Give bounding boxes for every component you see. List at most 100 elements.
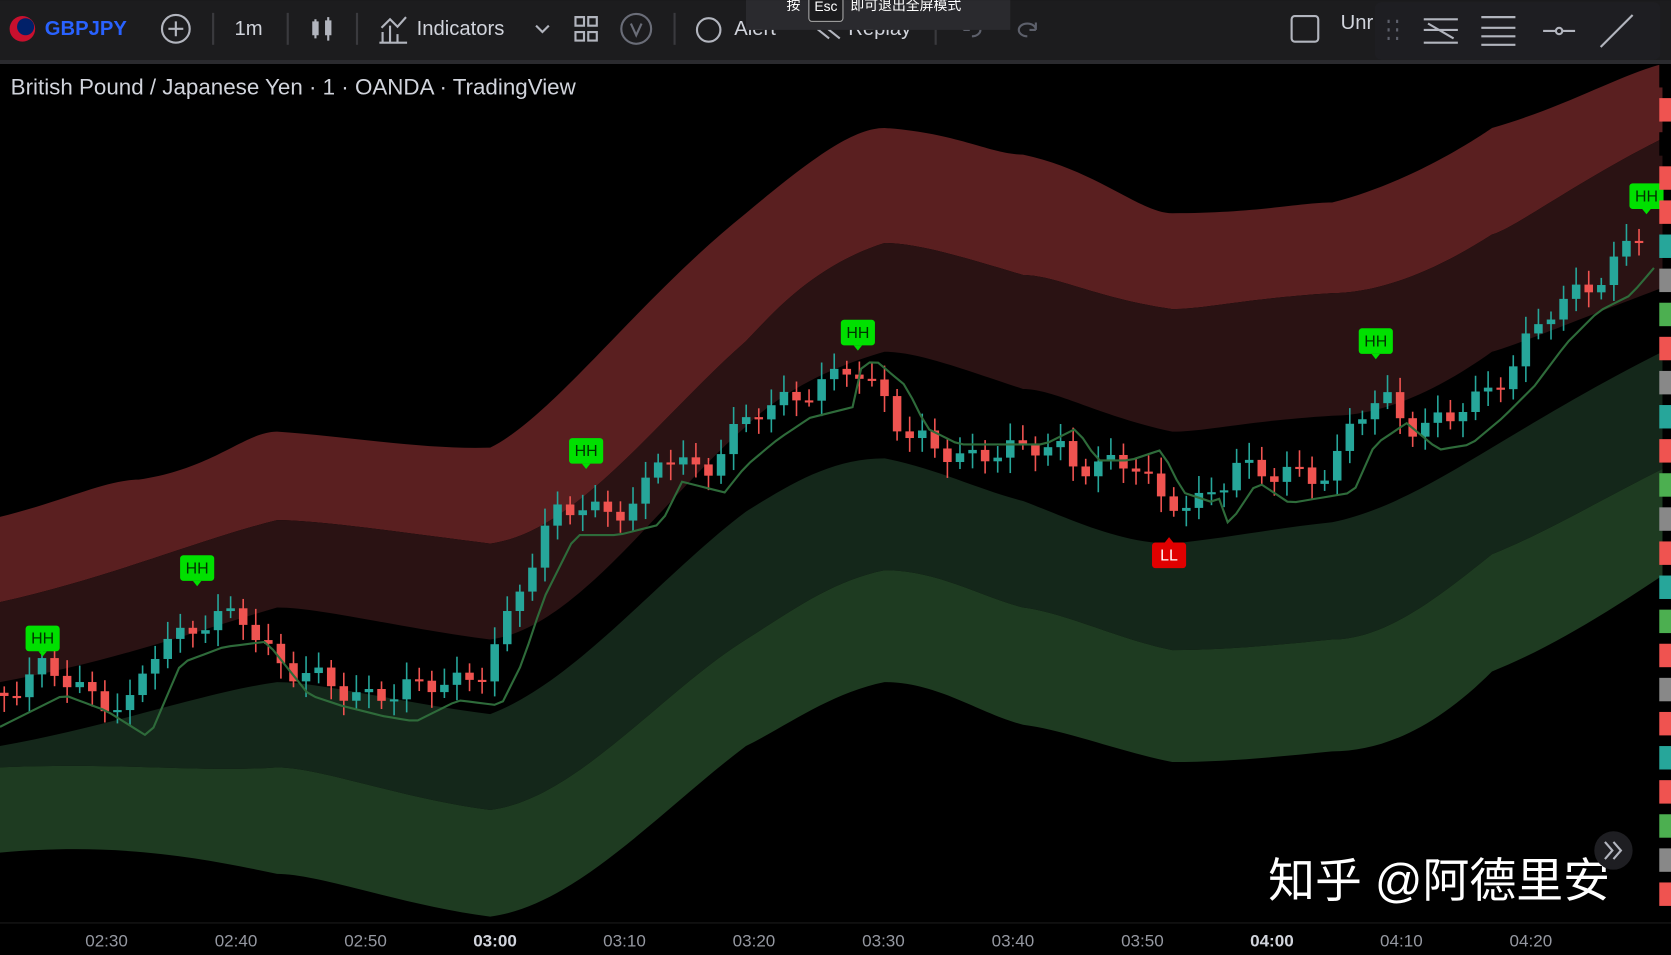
candle-body bbox=[402, 679, 411, 700]
moving-average bbox=[0, 267, 1655, 737]
fib-levels-tool[interactable] bbox=[1481, 16, 1516, 46]
pivot-marker-label: HH bbox=[31, 631, 54, 648]
candle-body bbox=[452, 672, 462, 685]
candle-body bbox=[377, 689, 386, 701]
strip-cell bbox=[1659, 166, 1671, 190]
candle-body bbox=[289, 663, 298, 682]
pivot-marker-label: HH bbox=[846, 325, 869, 342]
chart-type-icon[interactable] bbox=[312, 17, 332, 41]
pivot-marker-box bbox=[840, 319, 875, 346]
strip-cell bbox=[1659, 268, 1671, 293]
candle-body bbox=[1483, 387, 1493, 392]
candle-body bbox=[1232, 462, 1241, 491]
candle-body bbox=[603, 501, 613, 512]
pivot-marker-box bbox=[1358, 328, 1393, 354]
strip-cell bbox=[1659, 575, 1671, 599]
candle-body bbox=[1270, 476, 1279, 482]
candle-body bbox=[1332, 450, 1342, 481]
candle-body bbox=[1094, 461, 1103, 477]
candle-body bbox=[729, 424, 738, 455]
candle-body bbox=[1169, 496, 1179, 511]
candle-body bbox=[113, 710, 122, 713]
templates-icon-v bbox=[629, 23, 643, 38]
candle-body bbox=[50, 658, 59, 676]
strip-cell bbox=[1659, 746, 1671, 770]
redo-icon[interactable] bbox=[1017, 22, 1037, 38]
candle-body bbox=[829, 368, 839, 380]
pivot-marker-pointer bbox=[1642, 208, 1651, 215]
pivot-marker-pointer bbox=[192, 580, 202, 587]
trend-line-tool[interactable] bbox=[1599, 14, 1634, 48]
time-label: 02:30 bbox=[85, 932, 128, 951]
esc-message: 即可退出全屏模式 bbox=[850, 0, 961, 13]
candle-body bbox=[1370, 403, 1380, 420]
candle-body bbox=[301, 673, 311, 682]
candle-body bbox=[1307, 467, 1317, 484]
esc-key-box bbox=[808, 0, 844, 22]
candle-body bbox=[12, 695, 22, 699]
candle-body bbox=[842, 368, 852, 375]
candle-body bbox=[1496, 387, 1505, 390]
candle-body bbox=[955, 453, 965, 463]
add-symbol-icon[interactable] bbox=[160, 13, 191, 44]
candle-body bbox=[792, 391, 801, 401]
templates-icon[interactable] bbox=[620, 12, 653, 45]
time-label: 02:50 bbox=[344, 932, 387, 951]
candle-body bbox=[1194, 492, 1204, 508]
strip-cell bbox=[1659, 507, 1671, 531]
candle-body bbox=[993, 457, 1002, 462]
candle-body bbox=[251, 624, 261, 641]
candle-body bbox=[980, 449, 990, 462]
candle-body bbox=[25, 674, 34, 698]
time-label: 03:00 bbox=[473, 932, 517, 951]
time-label: 03:20 bbox=[733, 932, 776, 951]
symbol[interactable]: GBPJPY bbox=[45, 18, 128, 40]
candle-body bbox=[1559, 298, 1568, 320]
candle-body bbox=[1156, 473, 1166, 497]
candle-body bbox=[1031, 443, 1040, 456]
candle-body bbox=[201, 630, 210, 634]
candle-body bbox=[1244, 459, 1254, 463]
candle-body bbox=[1622, 240, 1631, 257]
pivot-marker-label: LL bbox=[1160, 548, 1178, 565]
time-label: 03:50 bbox=[1121, 932, 1164, 951]
layout-checkbox[interactable] bbox=[1290, 14, 1320, 43]
time-label: 04:10 bbox=[1380, 932, 1423, 951]
candle-body bbox=[767, 405, 776, 420]
candle-body bbox=[1458, 411, 1468, 422]
candle-body bbox=[276, 643, 286, 664]
candle-body bbox=[1634, 240, 1644, 244]
layouts-icon[interactable] bbox=[574, 16, 598, 42]
lower-band-outer bbox=[0, 468, 1663, 917]
indicators-icon[interactable] bbox=[379, 16, 408, 44]
candle-body bbox=[716, 454, 726, 476]
candle-body bbox=[314, 667, 323, 674]
layout-name[interactable]: Unr bbox=[1341, 12, 1374, 34]
indicators[interactable]: Indicators bbox=[417, 18, 505, 40]
candle-body bbox=[1345, 423, 1355, 451]
pivot-marker-label: HH bbox=[575, 443, 598, 460]
symbol-flag-overlay bbox=[17, 18, 35, 36]
interval[interactable]: 1m bbox=[234, 18, 262, 40]
candle-body bbox=[591, 501, 600, 511]
candle-body bbox=[1144, 471, 1153, 474]
strip-cell bbox=[1659, 848, 1671, 872]
candle-body bbox=[691, 457, 701, 465]
drag-handle[interactable] bbox=[1387, 19, 1399, 41]
esc-press: 按 bbox=[786, 0, 800, 13]
candle-body bbox=[943, 448, 952, 463]
fib-tool[interactable] bbox=[1423, 18, 1458, 44]
candle-body bbox=[465, 672, 474, 680]
alert-icon[interactable] bbox=[695, 17, 722, 43]
candle-body bbox=[490, 644, 499, 682]
time-label: 02:40 bbox=[215, 932, 258, 951]
candle-body bbox=[1597, 285, 1606, 293]
strip-cell bbox=[1659, 336, 1671, 361]
time-label: 03:30 bbox=[862, 932, 905, 951]
candle-body bbox=[88, 682, 97, 692]
horizontal-line-dot bbox=[1554, 26, 1564, 36]
indicators-dropdown[interactable] bbox=[535, 24, 550, 34]
candle-body bbox=[364, 689, 374, 693]
candle-body bbox=[679, 457, 688, 465]
